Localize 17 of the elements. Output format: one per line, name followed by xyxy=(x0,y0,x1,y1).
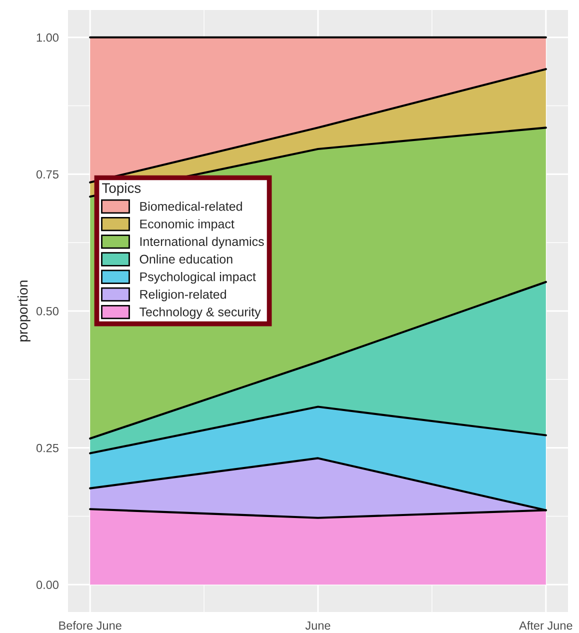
legend-label: Online education xyxy=(140,254,232,264)
y-axis-title: proportion xyxy=(17,280,30,342)
legend-label: Religion-related xyxy=(140,290,226,302)
x-tick-label: After June xyxy=(519,621,572,630)
y-tick-label: 1.00 xyxy=(36,33,59,42)
x-tick-label: Before June xyxy=(59,621,122,630)
y-tick-label: 0.25 xyxy=(36,444,58,452)
legend-label: Technology & security xyxy=(140,307,261,319)
y-tick-label: 0.00 xyxy=(36,580,59,590)
y-tick-label: 0.50 xyxy=(36,307,59,316)
legend-label: Biomedical-related xyxy=(140,202,242,211)
legend-label: Psychological impact xyxy=(140,272,256,284)
x-tick-label: June xyxy=(305,621,330,630)
legend-label: Economic impact xyxy=(140,219,234,231)
legend-label: International dynamics xyxy=(140,236,264,248)
y-tick-label: 0.75 xyxy=(36,170,58,179)
legend-title: Topics xyxy=(102,182,141,196)
